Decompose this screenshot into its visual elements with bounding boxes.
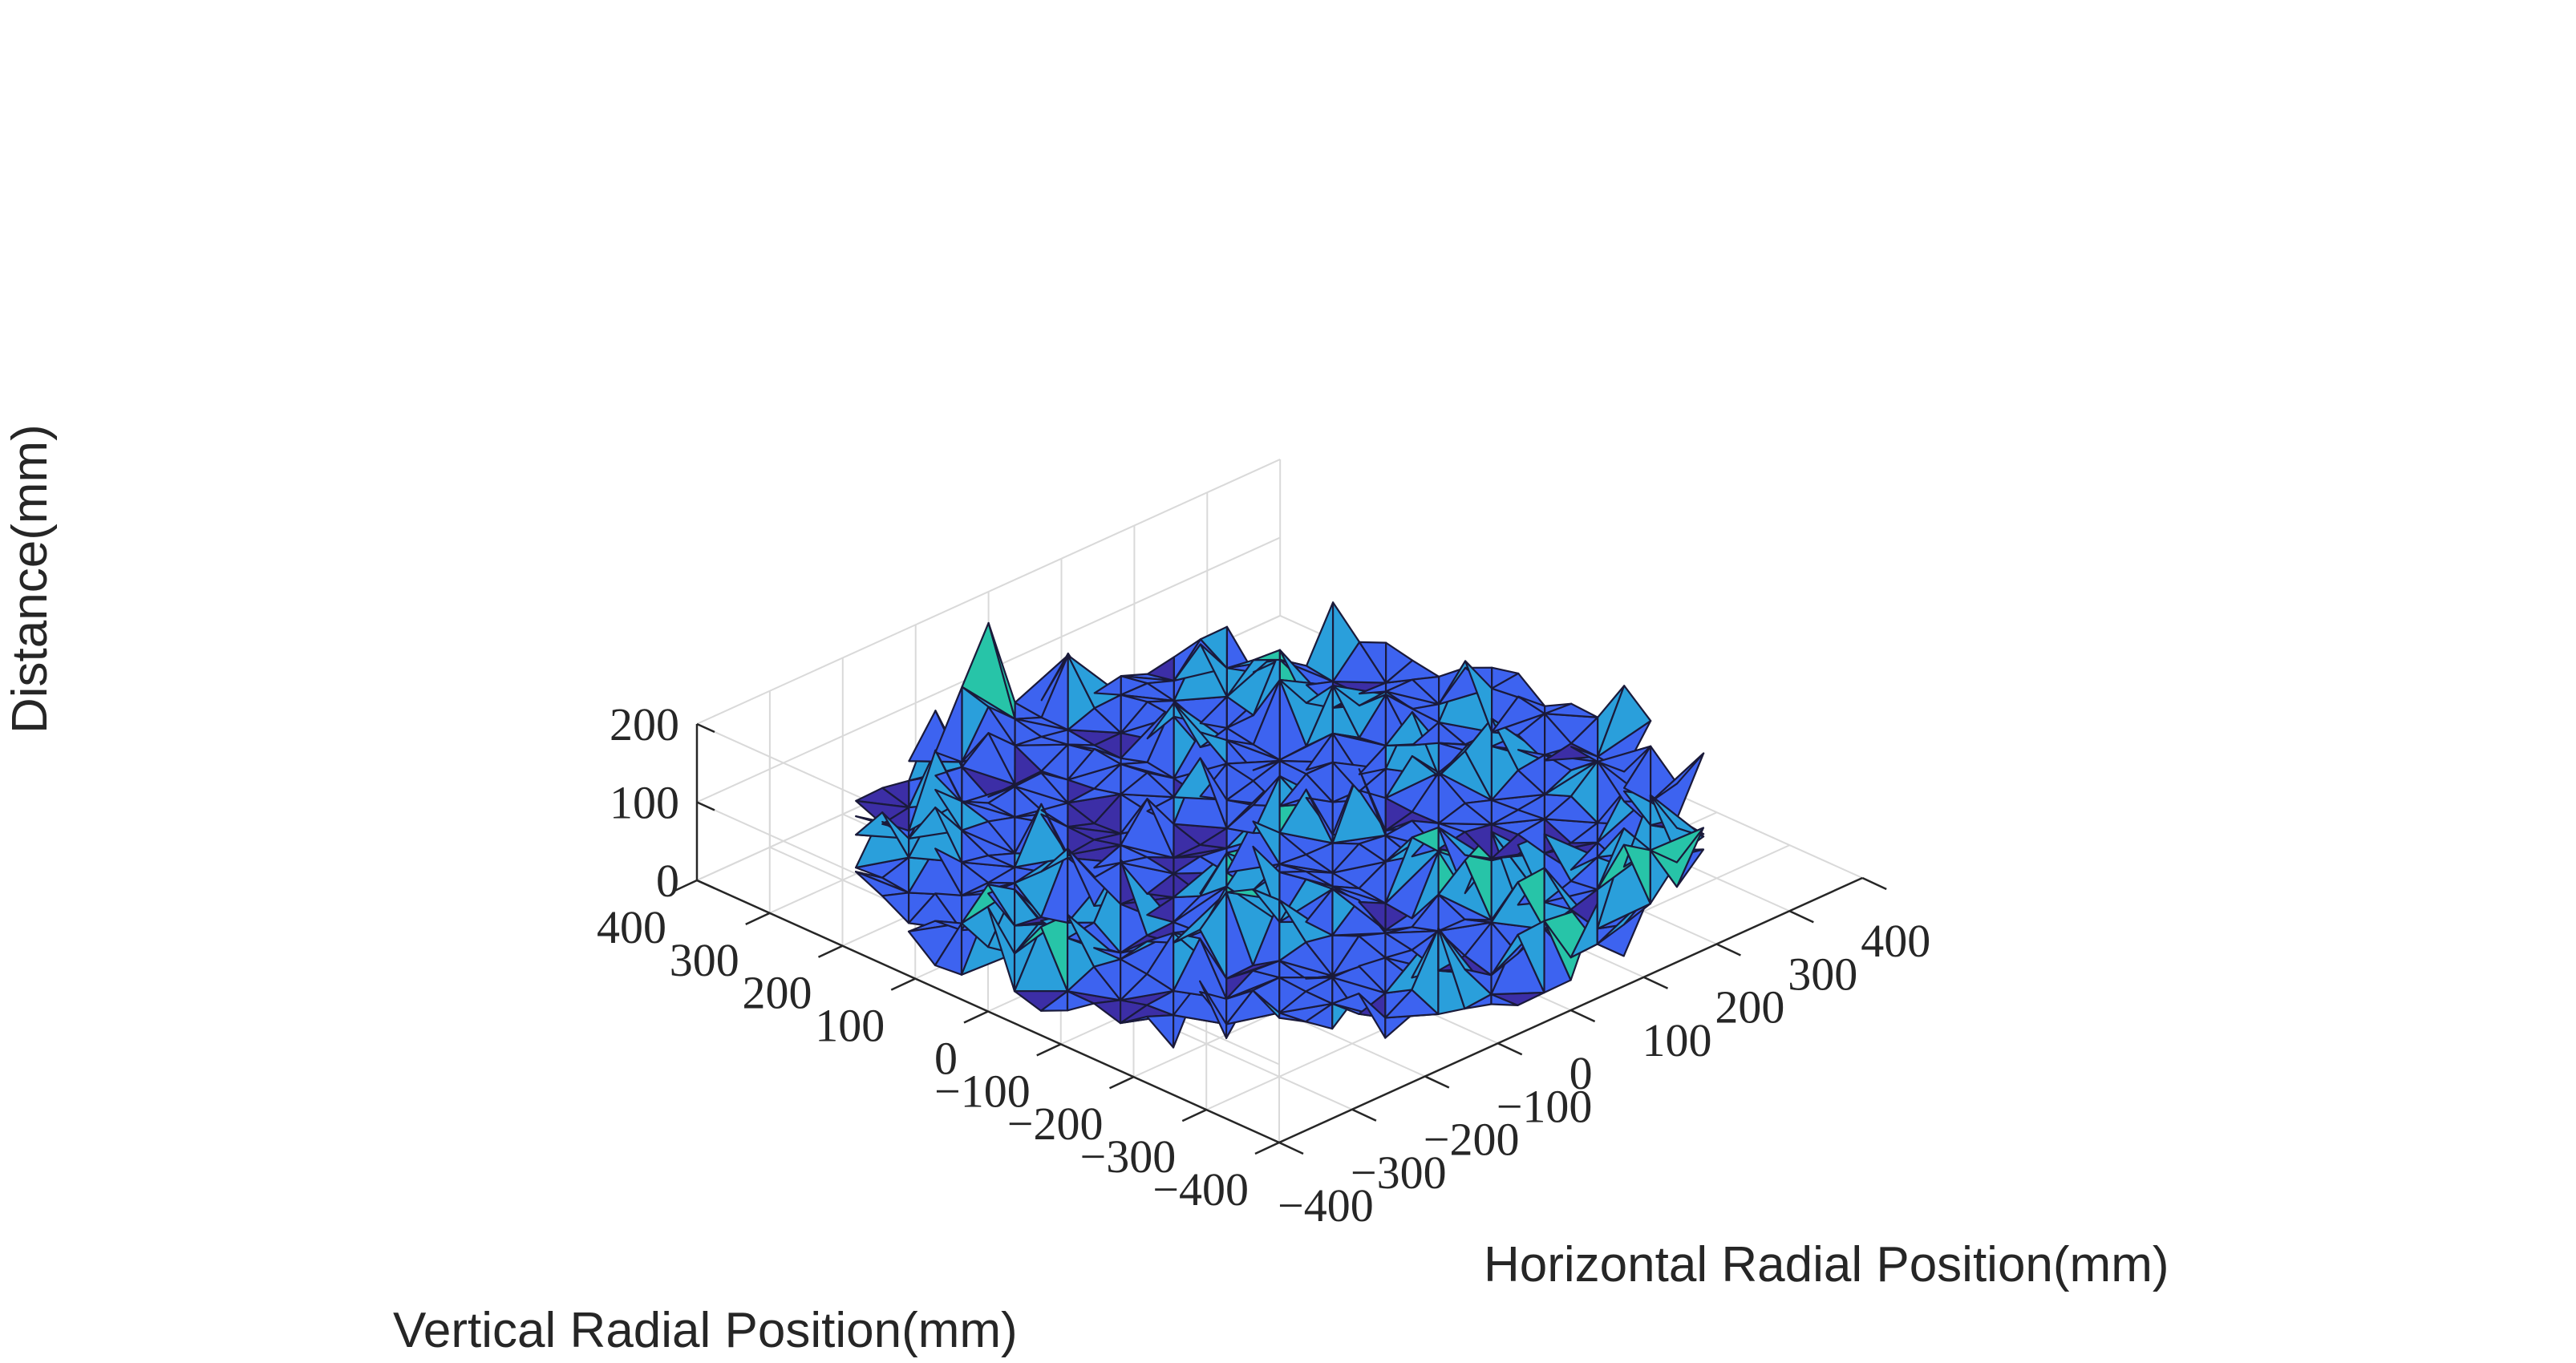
- x-tick-mark: [1351, 1108, 1377, 1122]
- z-axis-title: Distance(mm): [2, 424, 58, 734]
- surface-facet: [1092, 999, 1122, 1025]
- x-tick-mark: [1570, 1009, 1596, 1023]
- y-tick-label: 300: [670, 934, 739, 986]
- y-axis-title: Vertical Radial Position(mm): [393, 1303, 1018, 1358]
- y-tick-label: −300: [1080, 1130, 1177, 1183]
- y-tick-mark: [672, 879, 698, 893]
- surface-layer: [854, 601, 1705, 1049]
- surface-facet: [881, 892, 910, 924]
- surface-facet: [1649, 752, 1705, 803]
- x-tick-mark: [1497, 1042, 1523, 1056]
- y-tick-mark: [890, 977, 916, 991]
- surface-facet: [1544, 702, 1599, 718]
- y-tick-mark: [1181, 1108, 1207, 1122]
- surface-facet: [1649, 827, 1705, 864]
- y-tick-mark: [963, 1010, 989, 1024]
- surface-facet: [1596, 745, 1652, 773]
- y-tick-mark: [1108, 1076, 1135, 1090]
- x-tick-mark: [1642, 976, 1669, 989]
- y-tick-label: 200: [743, 967, 812, 1019]
- z-tick-label: 200: [610, 698, 679, 750]
- y-tick-label: −100: [934, 1065, 1031, 1117]
- x-tick-label: 400: [1861, 915, 1930, 967]
- x-tick-label: −100: [1497, 1080, 1593, 1132]
- y-tick-mark: [817, 944, 844, 958]
- surface-facet: [1252, 649, 1282, 661]
- x-tick-label: −200: [1424, 1114, 1520, 1166]
- x-tick-label: 300: [1788, 948, 1857, 1000]
- surface-facet: [1145, 1014, 1175, 1049]
- z-tick-label: 100: [610, 776, 679, 828]
- y-tick-label: 100: [815, 1000, 885, 1052]
- y-tick-label: 400: [597, 901, 666, 953]
- x-tick-mark: [1861, 876, 1887, 891]
- x-tick-label: 200: [1715, 981, 1784, 1033]
- x-tick-label: −300: [1351, 1147, 1447, 1199]
- x-tick-label: −400: [1278, 1179, 1374, 1232]
- x-tick-mark: [1424, 1075, 1450, 1089]
- label-layer: Horizontal Radial Position(mm) Vertical …: [2, 424, 2169, 1358]
- x-tick-label: 0: [1569, 1047, 1593, 1099]
- x-tick-label: 100: [1642, 1014, 1712, 1066]
- y-tick-mark: [1254, 1141, 1280, 1155]
- y-tick-label: 0: [934, 1032, 958, 1084]
- wall-grid-line: [696, 459, 1281, 725]
- z-tick-mark: [696, 722, 715, 734]
- y-tick-mark: [1036, 1043, 1062, 1057]
- y-tick-label: −200: [1007, 1098, 1104, 1150]
- z-tick-label: 0: [656, 855, 679, 907]
- y-tick-mark: [745, 912, 771, 925]
- x-tick-mark: [1278, 1141, 1304, 1155]
- x-tick-mark: [1715, 943, 1741, 957]
- z-tick-mark: [696, 879, 715, 890]
- surface-facet: [1597, 685, 1652, 758]
- x-axis-title: Horizontal Radial Position(mm): [1484, 1237, 2169, 1292]
- axis-layer: [672, 722, 1887, 1155]
- y-tick-label: −400: [1152, 1163, 1249, 1215]
- surface-facet: [1649, 794, 1705, 838]
- x-tick-mark: [1788, 910, 1814, 924]
- z-tick-mark: [696, 801, 715, 811]
